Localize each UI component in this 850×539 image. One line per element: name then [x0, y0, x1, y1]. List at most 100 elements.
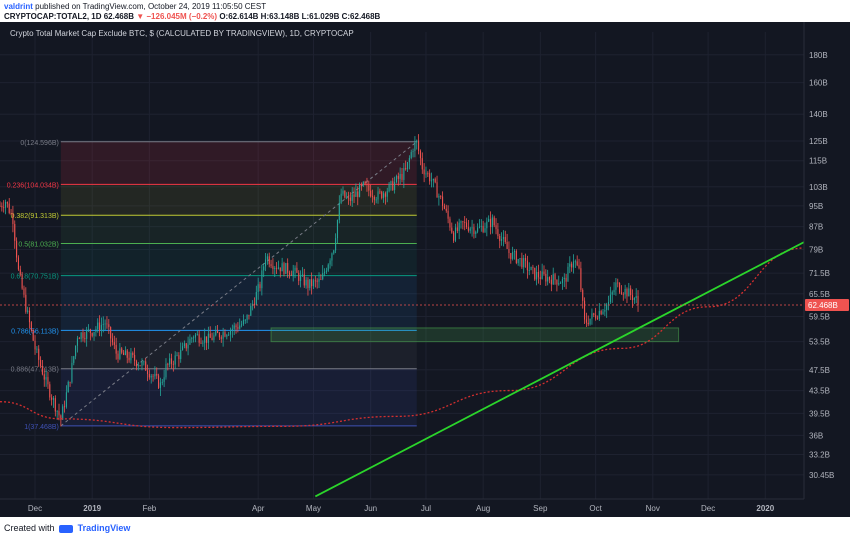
fib-level-label: 0.236(104.034B)	[7, 182, 59, 189]
candle-body	[113, 342, 115, 345]
candle-body	[333, 250, 335, 254]
fib-level-label: 0.5(81.032B)	[18, 241, 58, 248]
candle-body	[16, 240, 18, 258]
candle-body	[207, 333, 209, 343]
candle-body	[141, 362, 143, 366]
candle-body	[502, 237, 504, 239]
candle-body	[510, 252, 512, 259]
candle-body	[631, 295, 634, 301]
candle-body	[102, 324, 104, 326]
candle-body	[110, 326, 112, 339]
candle-body	[453, 232, 455, 241]
candle-body	[425, 173, 427, 175]
candle-body	[10, 212, 12, 214]
candle-body	[298, 272, 300, 281]
candle-body	[3, 207, 5, 209]
price-tick-label: 160B	[809, 79, 828, 88]
time-tick-label: Jun	[364, 504, 377, 513]
candle-body	[373, 196, 375, 200]
candle-body	[414, 142, 416, 152]
candle-body	[91, 333, 93, 336]
candle-body	[336, 220, 339, 239]
candle-body	[34, 340, 36, 350]
price-tick-label: 125B	[809, 137, 828, 146]
candle-body	[637, 296, 639, 306]
candle-body	[488, 218, 490, 222]
price-tick-label: 79B	[809, 245, 823, 254]
candle-body	[185, 343, 187, 349]
overlays	[0, 241, 805, 498]
candle-body	[484, 228, 486, 233]
candle-body	[556, 279, 558, 285]
candle-body	[327, 264, 329, 271]
candle-body	[462, 221, 464, 223]
candle-body	[379, 191, 381, 193]
candle-body	[456, 227, 458, 231]
candle-body	[335, 238, 337, 251]
candle-body	[268, 256, 270, 265]
candle-body	[512, 251, 514, 259]
candle-body	[565, 277, 567, 282]
candle-body	[217, 330, 219, 334]
candle-body	[574, 261, 576, 263]
candle-body	[124, 350, 126, 355]
candle-body	[344, 190, 346, 198]
author-link[interactable]: valdrint	[4, 2, 33, 11]
candle-body	[604, 310, 606, 312]
candle-body	[296, 267, 298, 273]
candle-body	[115, 344, 117, 354]
candle-body	[508, 248, 510, 253]
candle-body	[552, 274, 554, 285]
candle-body	[521, 258, 523, 268]
candle-body	[300, 275, 302, 281]
tradingview-brand[interactable]: TradingView	[77, 523, 131, 533]
candle-body	[211, 337, 213, 340]
price-tick-label: 53.5B	[809, 338, 830, 347]
candle-body	[239, 325, 241, 329]
candle-body	[595, 314, 597, 319]
candle-body	[198, 334, 200, 343]
candle-body	[228, 334, 230, 336]
candle-body	[244, 319, 246, 321]
candle-body	[392, 181, 394, 190]
candle-body	[399, 173, 401, 179]
candle-body	[309, 279, 311, 288]
candle-body	[279, 267, 281, 272]
candle-body	[366, 184, 368, 186]
chart-area[interactable]: 0(124.596B) 0.236(104.034B) 0.382(91.313B)…	[0, 22, 850, 517]
candle-body	[58, 410, 60, 416]
candle-body	[613, 289, 615, 293]
candle-body	[229, 330, 232, 335]
candle-body	[241, 324, 243, 326]
candle-body	[593, 313, 595, 315]
candle-body	[440, 195, 442, 197]
candle-body	[117, 353, 119, 359]
candle-body	[73, 356, 75, 363]
price-chart[interactable]: 0(124.596B) 0.236(104.034B) 0.382(91.313B)…	[0, 22, 850, 517]
candle-body	[32, 329, 34, 341]
candle-body	[443, 205, 445, 209]
candle-body	[442, 196, 444, 206]
candle-body	[294, 267, 296, 271]
candle-body	[395, 176, 398, 182]
candle-body	[194, 334, 197, 338]
candle-body	[218, 333, 220, 338]
candle-body	[569, 263, 571, 267]
candle-body	[69, 381, 71, 383]
candle-body	[449, 218, 451, 228]
candle-body	[626, 288, 628, 297]
candle-body	[351, 194, 353, 201]
candle-body	[189, 338, 191, 345]
candle-body	[390, 181, 392, 184]
candle-body	[578, 265, 580, 269]
fib-zone	[60, 141, 417, 185]
candle-body	[359, 184, 361, 197]
price-tick-label: 59.5B	[809, 313, 830, 322]
candle-body	[266, 256, 268, 260]
time-axis	[0, 499, 850, 517]
price-axis	[804, 22, 850, 517]
fib-zone	[60, 243, 417, 276]
candle-body	[628, 288, 630, 297]
candle-body	[416, 140, 418, 143]
candle-body	[606, 304, 608, 311]
